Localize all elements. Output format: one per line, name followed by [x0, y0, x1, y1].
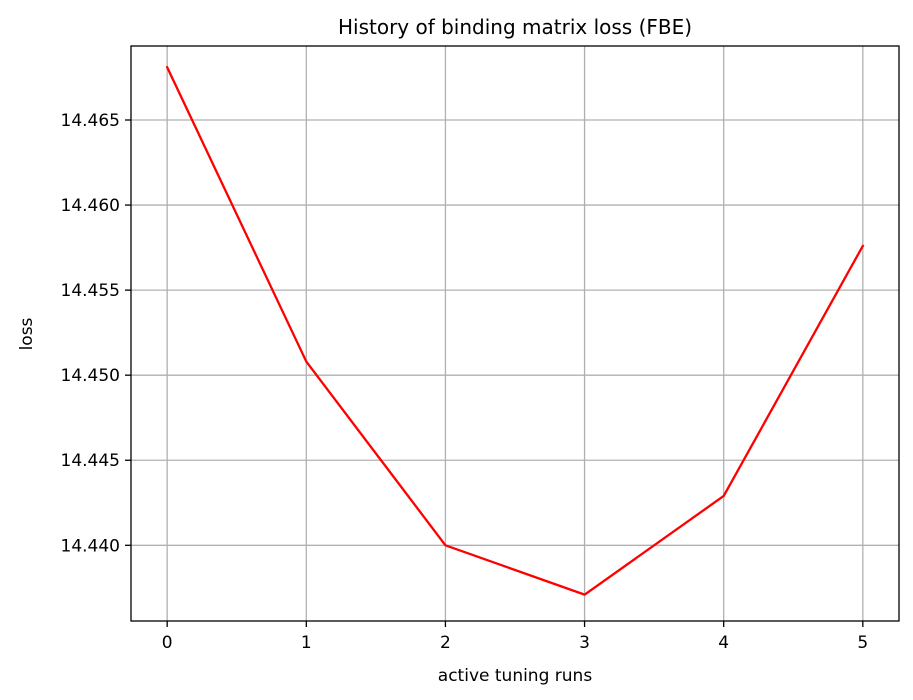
- x-tick-label: 0: [162, 633, 173, 653]
- chart-title: History of binding matrix loss (FBE): [338, 15, 692, 39]
- y-tick-label: 14.445: [61, 451, 120, 471]
- y-tick-label: 14.440: [61, 536, 120, 556]
- x-tick-label: 5: [857, 633, 868, 653]
- y-tick-label: 14.465: [61, 111, 120, 131]
- x-tick-label: 1: [301, 633, 312, 653]
- grid: [131, 46, 899, 621]
- x-tick-label: 4: [718, 633, 729, 653]
- y-axis-label: loss: [17, 317, 37, 350]
- y-tick-label: 14.460: [61, 196, 120, 216]
- y-tick-label: 14.450: [61, 366, 120, 386]
- series-layer: [165, 65, 865, 596]
- ticks: 0 1 2 3 4 5 14.440 14.445 14.450 14.455 14.460 14.4…: [61, 111, 869, 653]
- series-line: [165, 65, 865, 596]
- y-tick-label: 14.455: [61, 281, 120, 301]
- plot-frame: [130, 45, 900, 622]
- x-tick-label: 3: [579, 633, 590, 653]
- x-axis-label: active tuning runs: [438, 666, 593, 686]
- x-tick-label: 2: [440, 633, 451, 653]
